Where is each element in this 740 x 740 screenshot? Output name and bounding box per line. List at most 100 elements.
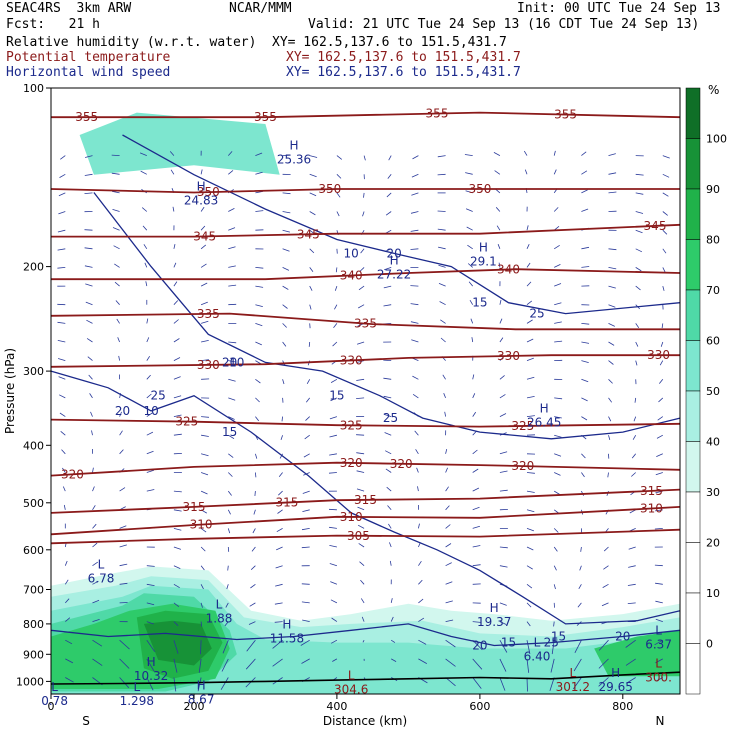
wind-vector	[228, 416, 235, 420]
wind-vector	[255, 267, 264, 269]
wind-vector	[526, 509, 535, 513]
wind-vector	[201, 416, 210, 418]
wind-vector	[227, 565, 229, 571]
wind-vector	[598, 639, 609, 651]
plot-frame	[50, 87, 681, 695]
wind-vector	[142, 225, 148, 231]
wind-vector	[358, 285, 365, 291]
wind-vector	[526, 472, 535, 474]
wind-vector	[173, 490, 182, 493]
wind-vector	[356, 452, 365, 455]
wind-vector	[85, 155, 93, 158]
theta-label: 310	[190, 518, 213, 532]
wind-vector	[112, 209, 120, 212]
wind-vector	[282, 285, 289, 290]
wind-vector	[634, 397, 637, 403]
theta-label: 350	[197, 185, 220, 199]
wind-vector	[499, 546, 508, 549]
wind-vector	[661, 323, 664, 329]
wind-vector	[499, 640, 508, 653]
wind-vector	[58, 192, 66, 197]
wind-vector	[526, 376, 535, 380]
wind-vector	[362, 211, 365, 217]
wind-vector	[526, 338, 534, 343]
wind-label: 20	[386, 246, 401, 260]
wind-vector	[662, 173, 670, 178]
south-end-label: S	[82, 714, 90, 728]
wind-vector	[173, 546, 182, 550]
wind-vector	[119, 487, 126, 492]
wind-vector	[200, 621, 202, 627]
wind-vector	[227, 509, 231, 515]
wind-vector	[389, 542, 392, 548]
y-tick-label: 400	[23, 439, 44, 452]
extremum-value: 10.32	[134, 669, 168, 683]
wind-vector	[305, 416, 310, 421]
wind-vector	[62, 467, 66, 473]
wind-vector	[554, 434, 562, 438]
wind-vector	[225, 602, 229, 608]
wind-vector	[608, 416, 612, 422]
wind-vector	[253, 509, 256, 515]
wind-vector	[631, 453, 637, 459]
wind-vector	[549, 677, 555, 692]
wind-vector	[62, 486, 66, 492]
wind-vector	[92, 580, 99, 585]
wind-vector	[657, 416, 664, 421]
wind-vector	[336, 174, 342, 179]
wind-vector	[635, 267, 642, 272]
theta-label: 315	[640, 484, 663, 498]
theta-contour-335	[50, 312, 680, 331]
wind-vector	[246, 639, 256, 652]
wind-vector	[472, 525, 481, 529]
wind-vector	[526, 528, 535, 532]
y-tick-label: 700	[23, 584, 44, 597]
wind-vector	[410, 303, 419, 306]
y-tick-label: 100	[23, 82, 44, 95]
wind-vector	[662, 285, 665, 291]
wind-vector	[114, 281, 120, 287]
theta-contour-345	[51, 223, 681, 238]
colorbar-swatch	[685, 643, 701, 695]
wind-vector	[85, 301, 93, 306]
x-tick-label: 600	[469, 700, 490, 713]
theta-contour-layer	[50, 111, 681, 545]
wind-vector	[358, 543, 365, 548]
wind-vector	[282, 379, 285, 385]
wind-vector	[655, 509, 663, 512]
wind-vector	[119, 525, 127, 529]
wind-vector	[226, 584, 229, 590]
wind-vector	[301, 658, 310, 664]
wind-vector	[608, 285, 616, 289]
wind-vector	[629, 509, 636, 514]
wind-vector	[598, 658, 609, 669]
wind-contour	[93, 192, 681, 440]
wind-vector	[88, 374, 93, 380]
wind-vector	[415, 449, 419, 455]
wind-vector	[635, 229, 643, 234]
wind-vector	[228, 208, 235, 212]
wind-vector	[437, 210, 446, 212]
wind-vector	[65, 658, 74, 664]
wind-vector	[662, 248, 667, 254]
extremum-marker: L	[534, 636, 541, 650]
y-tick-label: 300	[23, 365, 44, 378]
wind-vector	[363, 155, 366, 161]
wind-vector	[60, 155, 66, 160]
extremum-value: 29.1	[470, 254, 497, 268]
colorbar-tick-label: 100	[706, 133, 727, 146]
wind-vector	[173, 583, 180, 589]
wind-vector	[200, 565, 205, 571]
wind-vector	[554, 321, 562, 324]
wind-vector	[173, 395, 182, 399]
wind-vector	[445, 600, 453, 604]
wind-vector	[418, 579, 423, 585]
colorbar-tick-label: 30	[706, 486, 720, 499]
wind-vector	[119, 449, 124, 455]
wind-vector	[581, 472, 585, 478]
extremum-marker: L	[51, 680, 58, 694]
theta-label: 325	[340, 418, 363, 432]
wind-vector	[250, 583, 256, 589]
theta-label: 345	[297, 227, 320, 241]
colorbar-tick-label: 70	[706, 284, 720, 297]
